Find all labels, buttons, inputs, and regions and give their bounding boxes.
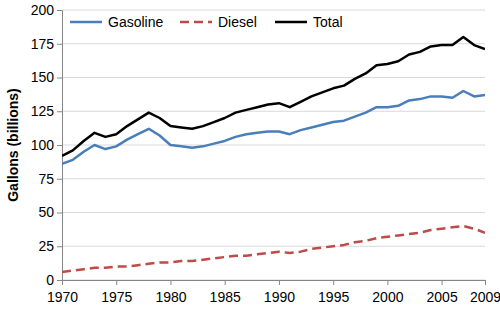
y-tick-mark [57,280,62,281]
x-tick-mark [170,280,171,285]
y-tick-mark [57,78,62,79]
x-axis: 1970 1975 1980 1985 1990 1995 2000 2005 2009 [47,280,500,305]
y-tick-mark [57,246,62,247]
series-line [62,226,485,272]
x-tick-mark [116,280,117,285]
y-tick-label: 175 [31,36,55,52]
x-tick-label: 1995 [318,289,349,305]
legend-label: Diesel [218,14,257,30]
x-tick-mark [387,280,388,285]
series-line [62,37,485,156]
x-tick-label: 2000 [372,289,403,305]
grid-line [62,10,485,11]
legend-label: Total [313,14,343,30]
x-tick-mark [485,280,486,285]
y-tick-label: 200 [31,2,55,18]
y-tick: 150 [31,69,62,85]
y-tick-mark [57,179,62,180]
x-tick: 1985 [210,280,241,305]
x-tick-label: 1975 [101,289,132,305]
y-tick: 75 [38,171,62,187]
series-lines [62,37,485,272]
grid-line [62,43,485,44]
x-tick-mark [225,280,226,285]
legend-swatch [275,21,307,24]
x-tick: 1990 [264,280,295,305]
legend-swatch [70,21,102,24]
x-tick: 2009 [470,280,500,305]
y-tick: 125 [31,103,62,119]
grid-line [62,77,485,78]
y-tick-label: 125 [31,103,55,119]
y-tick: 200 [31,2,62,18]
x-tick: 1980 [155,280,186,305]
x-axis-line [63,281,486,286]
x-tick-mark [442,280,443,285]
y-tick: 0 [46,272,62,288]
y-axis-line [57,11,63,281]
y-tick-label: 25 [38,238,54,254]
x-tick: 2005 [427,280,458,305]
x-tick-label: 1980 [155,289,186,305]
y-tick-mark [57,213,62,214]
y-tick-label: 150 [31,69,55,85]
y-tick-label: 50 [38,204,54,220]
grid-line [62,246,485,247]
x-tick-label: 1990 [264,289,295,305]
grid-line [62,212,485,213]
plot: 0255075100125150175200197019751980198519… [31,2,500,305]
x-tick: 1975 [101,280,132,305]
y-tick-label: 100 [31,137,55,153]
x-tick-label: 2005 [427,289,458,305]
x-tick-mark [62,280,63,285]
x-tick-label: 2009 [470,289,500,305]
y-tick: 50 [38,204,62,220]
x-tick-mark [279,280,280,285]
y-tick: 25 [38,238,62,254]
x-tick-label: 1970 [47,289,78,305]
y-tick-mark [57,10,62,11]
grid-line [62,145,485,146]
y-axis: 0 25 50 75 100 125 150 175 200 [31,2,63,288]
chart: 0255075100125150175200197019751980198519… [0,0,500,327]
y-tick-mark [57,44,62,45]
legend-entry: Total [275,14,343,30]
grid-line [62,178,485,179]
legend: Gasoline Diesel Total [70,14,343,30]
x-tick-mark [333,280,334,285]
y-tick-label: 75 [38,171,54,187]
legend-entry: Diesel [180,14,257,30]
x-tick: 1970 [47,280,78,305]
y-tick: 175 [31,36,62,52]
y-tick: 100 [31,137,62,153]
y-axis-title: Gallons (billions) [5,88,21,202]
grid [62,10,485,280]
x-tick-label: 1985 [210,289,241,305]
legend-entry: Gasoline [70,14,163,30]
x-tick: 1995 [318,280,349,305]
x-tick: 2000 [372,280,403,305]
y-tick-mark [57,145,62,146]
legend-label: Gasoline [108,14,163,30]
y-tick-label: 0 [46,272,54,288]
legend-swatch [180,21,212,24]
y-tick-mark [57,111,62,112]
grid-line [62,111,485,112]
